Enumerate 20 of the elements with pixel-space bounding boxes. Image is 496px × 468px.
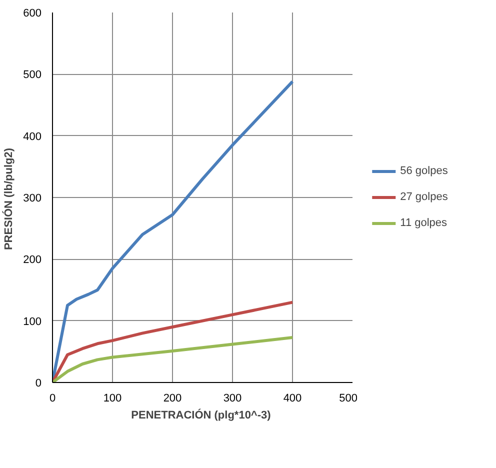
y-tick-label: 0 [35,378,42,390]
x-tick-label: 300 [223,392,242,404]
y-tick-label: 100 [23,316,42,328]
x-tick-label: 200 [163,392,182,404]
y-tick-label: 200 [23,254,42,266]
y-tick-label: 500 [23,69,42,82]
y-axis-title: PRESIÓN (lb/pulg2) [2,148,16,250]
x-tick-label: 0 [49,392,56,404]
x-tick-label: 400 [283,392,302,404]
line-series [52,300,294,382]
x-tick-label: 500 [339,392,358,404]
legend-label: 56 golpes [400,165,448,177]
y-tick-label: 300 [23,192,42,204]
x-axis-title: PENETRACIÓN (plg*10^-3) [131,408,272,422]
legend-label: 27 golpes [400,191,448,203]
y-tick-label: 600 [23,8,42,20]
y-tick-label: 400 [23,130,42,143]
legend-label: 11 golpes [400,217,448,229]
x-tick-label: 100 [103,392,122,404]
line-series [52,336,294,382]
